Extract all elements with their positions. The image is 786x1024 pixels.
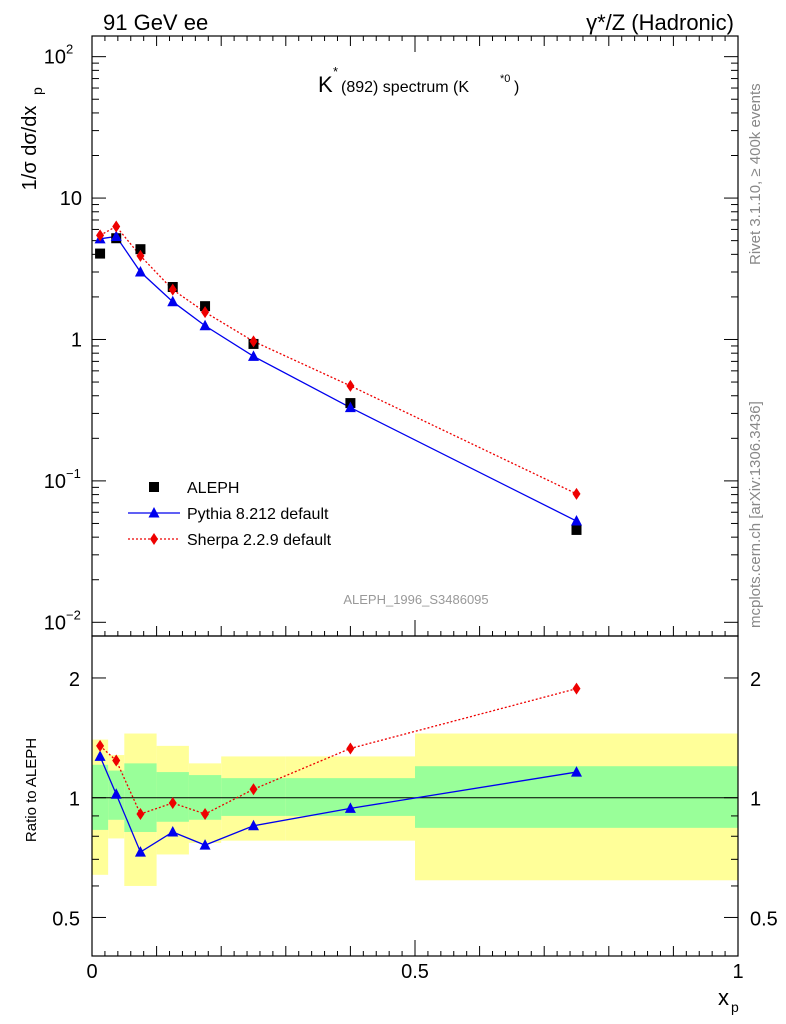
sherpa-line [99,225,577,495]
aleph-point [135,244,146,255]
pythia-point [110,230,122,241]
xlabel: x p [718,985,739,1015]
pythia-point [199,319,211,331]
pythia-ratio-point [94,750,106,761]
title-rest-sup: *0 [500,73,510,85]
main-ytick-label: 1 [71,329,82,351]
main-ytick-exp: −2 [66,607,81,622]
xtick-label: 0 [86,961,97,983]
ratio-ytick-label-left: 0.5 [52,908,80,930]
sherpa-ratio-point [572,682,581,695]
sherpa-point [96,229,105,242]
title-main: K [318,72,333,97]
legend-entry-label: ALEPH [187,480,239,497]
legend: ALEPH Pythia 8.212 default Sherpa 2.2.9 de… [128,480,332,549]
aleph-point [571,524,582,535]
title-close: ) [514,79,519,96]
sherpa-point [112,220,121,233]
sherpa-point [249,335,258,348]
main-ylabel: 1/σ dσ/dx p [19,87,45,190]
main-ytick-exp: 2 [66,42,73,57]
sherpa-ratio-point [249,783,258,796]
data-series [94,220,582,857]
ratio-ytick-label-left: 1 [69,789,80,811]
sherpa-point [346,379,355,392]
main-ytick-exp: −1 [66,466,81,481]
sherpa-ratio-point [168,796,177,809]
legend-pythia-marker [148,507,160,518]
ratio-ytick-label-left: 2 [69,669,80,691]
main-ytick-label: 10 [44,471,66,493]
sherpa-ratio-point [346,742,355,755]
band-inner-3 [156,772,189,822]
ratio-ytick-label-right: 1 [750,789,761,811]
title-sup: * [333,64,338,79]
pythia-ratio-point [248,819,259,831]
legend-aleph-marker [149,482,159,492]
ratio-bands [92,733,738,886]
main-ylabel-sub: p [29,87,45,95]
sherpa-point [201,306,210,319]
sherpa-ratio-point [136,808,145,821]
ratio-ytick-label-right: 0.5 [750,908,778,930]
pythia-ratio-line [99,756,577,854]
pythia-point [571,515,582,526]
main-ytick-label: 10 [44,612,66,634]
ratio-ytick-label-right: 2 [750,669,761,691]
pythia-ratio-point [134,846,146,857]
main-plot-title: K * (892) spectrum (K *0 ) [318,64,519,97]
pythia-ratio-point [199,839,211,850]
sherpa-ratio-point [112,754,121,767]
main-ylabel-text: 1/σ dσ/dx [19,106,41,191]
pythia-point [134,266,146,277]
pythia-point [167,295,179,307]
sherpa-ratio-point [96,739,105,752]
pythia-line [99,235,577,522]
aleph-point [95,248,106,259]
pythia-ratio-point [110,788,122,799]
xtick-label: 1 [732,961,743,983]
legend-sherpa-marker [150,533,158,545]
xtick-label: 0.5 [401,961,429,983]
header-left: 91 GeV ee [103,10,208,35]
pythia-point [248,350,259,361]
ratio-ylabel: Ratio to ALEPH [23,738,40,842]
main-ytick-label: 10 [44,47,66,69]
mcplots-label: mcplots.cern.ch [arXiv:1306.3436] [747,401,764,628]
title-rest: (892) spectrum (K [341,79,469,96]
header-right: γ*/Z (Hadronic) [586,10,734,35]
legend-entry-label: Sherpa 2.2.9 default [187,532,332,549]
xlabel-sub: p [731,999,739,1015]
sherpa-point [136,249,145,262]
pythia-ratio-point [167,825,179,837]
pythia-point [344,401,356,413]
xlabel-text: x [718,985,729,1010]
sherpa-ratio-point [201,808,210,821]
pythia-ratio-point [344,802,356,813]
ratio-plot-frame [91,635,739,957]
legend-entry-label: Pythia 8.212 default [187,506,329,523]
sherpa-point [572,487,581,500]
sherpa-point [168,283,177,296]
rivet-label: Rivet 3.1.10, ≥ 400k events [747,83,764,265]
pythia-ratio-point [571,766,582,777]
main-ytick-label: 10 [60,188,82,210]
analysis-watermark: ALEPH_1996_S3486095 [343,592,488,607]
